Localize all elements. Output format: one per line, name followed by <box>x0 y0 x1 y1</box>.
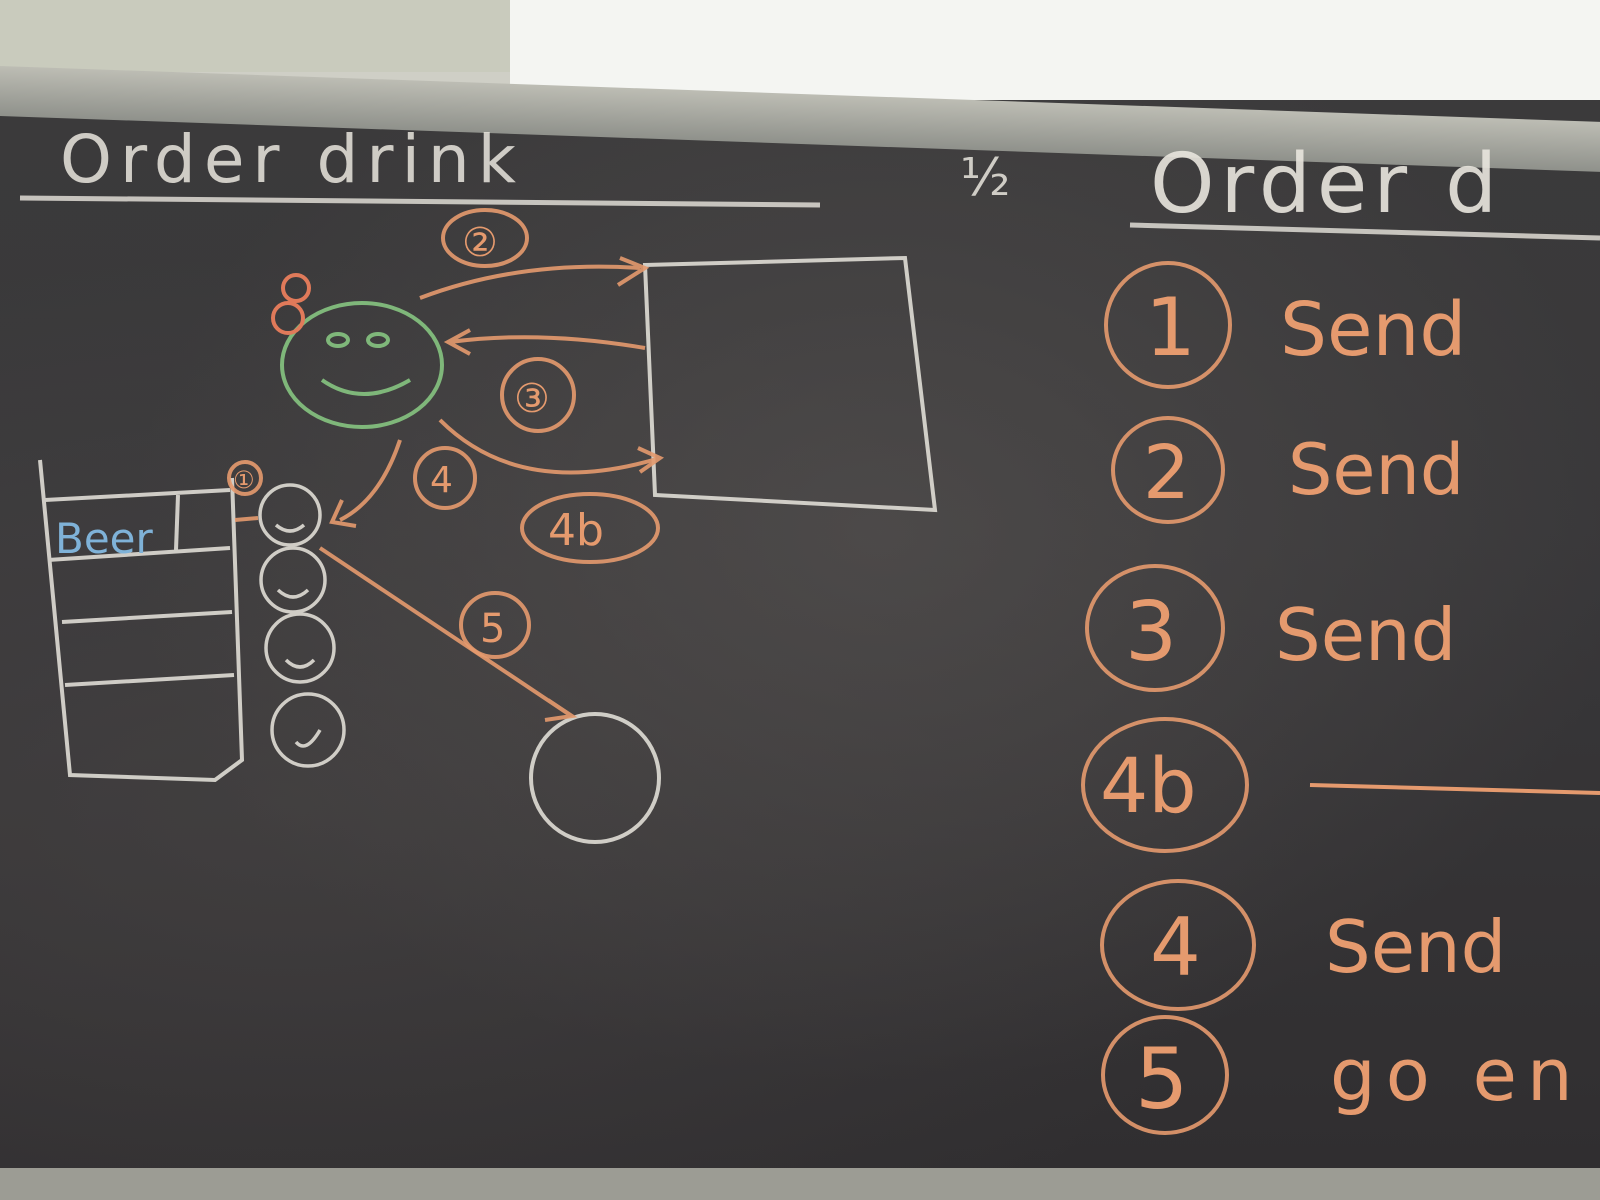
step-4b-num: 4b <box>1100 741 1197 830</box>
bartender-face <box>280 301 444 429</box>
step-1-text: Send <box>1280 287 1466 373</box>
right-title-underline <box>1129 222 1600 241</box>
step-5-num: 5 <box>1135 1030 1188 1128</box>
diagram-number-4: 4 <box>430 460 453 501</box>
diagram-number-4b: 4b <box>548 505 604 556</box>
step-circles <box>1081 261 1256 1135</box>
diagram-number-circles <box>227 208 660 659</box>
bar-stack <box>38 459 245 783</box>
step-4-text: Send <box>1325 905 1506 989</box>
left-title: Order drink <box>60 121 524 198</box>
left-title-underline <box>19 195 821 208</box>
destination-circle <box>529 712 661 844</box>
step-1-num: 1 <box>1145 281 1196 374</box>
half-mark: ½ <box>960 148 1010 208</box>
diagram-number-1: ① <box>233 466 255 494</box>
waiting-customers <box>258 483 346 768</box>
diagram-number-2: ② <box>462 220 498 266</box>
wall-left <box>0 0 510 72</box>
step-2-text: Send <box>1288 429 1464 511</box>
step-2-num: 2 <box>1143 430 1190 516</box>
right-title: Order d <box>1150 137 1503 232</box>
diagram-number-5: 5 <box>480 606 505 652</box>
step-3-num: 3 <box>1125 585 1177 680</box>
step-4b-blank <box>1309 783 1600 795</box>
wall-right <box>510 0 1600 100</box>
step-5-text: go en <box>1330 1033 1583 1117</box>
beer-label: Beer <box>55 514 153 563</box>
step-4-num: 4 <box>1150 901 1201 994</box>
diagram-number-3: ③ <box>514 376 550 422</box>
flow-arrows <box>234 256 665 722</box>
bartender-8 <box>271 273 311 335</box>
chalk-tray <box>0 1168 1600 1200</box>
kitchen-box <box>642 255 938 513</box>
step-3-text: Send <box>1275 593 1456 677</box>
